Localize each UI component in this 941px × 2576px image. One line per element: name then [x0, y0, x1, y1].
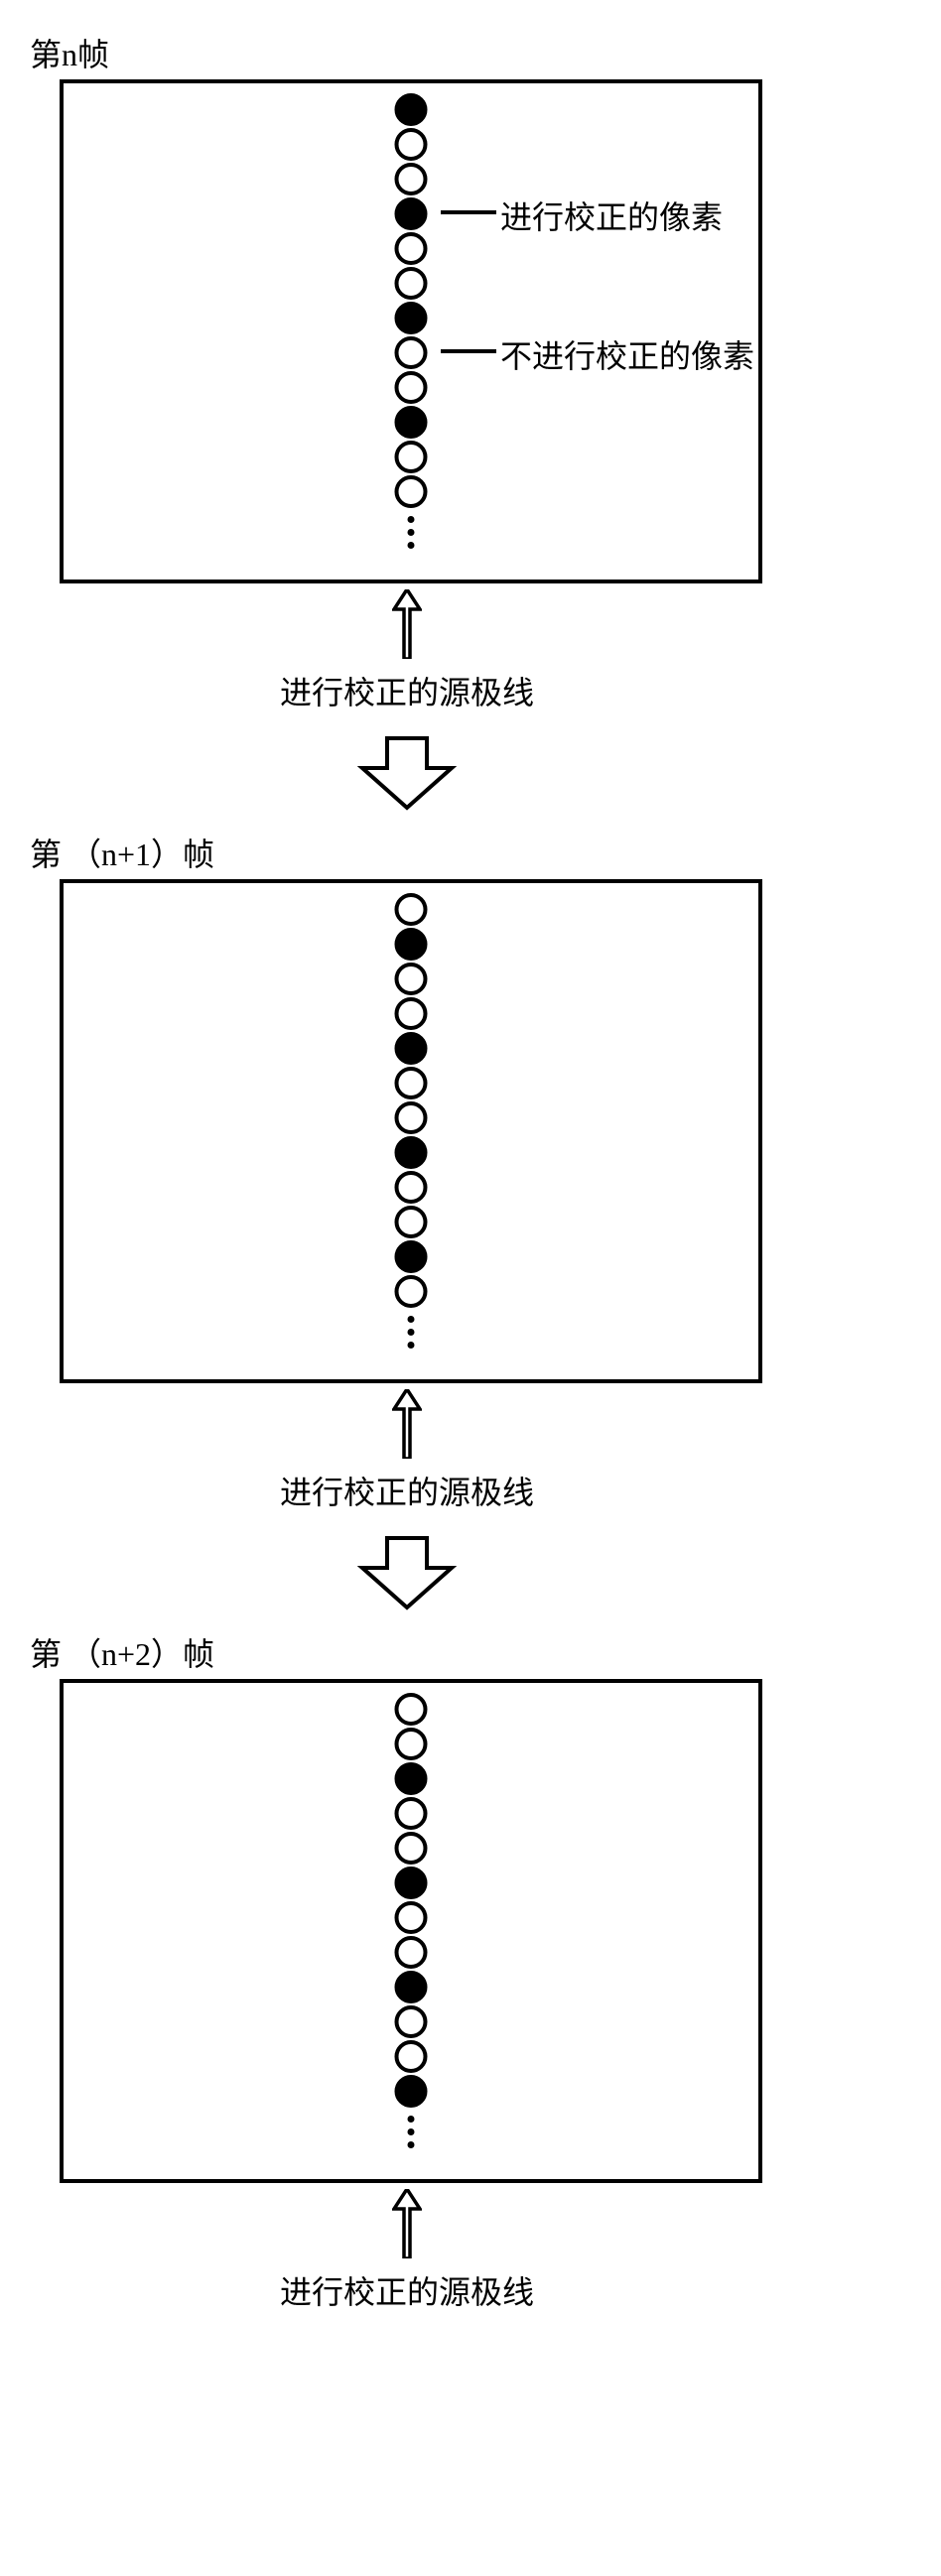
pixel-corrected: [395, 197, 428, 230]
pixel-uncorrected: [395, 163, 428, 195]
bottom-arrow-n1: 进行校正的源极线: [60, 1383, 754, 1513]
pixel-corrected: [395, 406, 428, 439]
label-corrected-pixel: 进行校正的像素: [500, 193, 723, 238]
bottom-arrow-n2: 进行校正的源极线: [60, 2183, 754, 2313]
pixel-column: [395, 893, 428, 1349]
pixel-uncorrected: [395, 2040, 428, 2073]
pixel-corrected: [395, 302, 428, 334]
pixel-corrected: [395, 1971, 428, 2003]
frame-n1-panel: [60, 879, 762, 1383]
frame-n-panel: 进行校正的像素 不进行校正的像素: [60, 79, 762, 583]
pixel-uncorrected: [395, 1275, 428, 1308]
ellipsis-dots: [408, 516, 415, 549]
frame-n2-title: 第 （n+2）帧: [30, 1629, 911, 1675]
down-arrow-1: [60, 733, 754, 818]
up-arrow-icon: [392, 1389, 422, 1459]
frame-n-block: 第n帧 进行校正的像素 不进行校正的像素 进行校正的源极线: [30, 30, 911, 713]
pixel-corrected: [395, 1762, 428, 1795]
pixel-column: [395, 93, 428, 549]
pixel-corrected: [395, 1136, 428, 1169]
down-arrow-2: [60, 1533, 754, 1617]
bottom-label-n2: 进行校正的源极线: [60, 2267, 754, 2313]
ellipsis-dots: [408, 2116, 415, 2148]
frame-n1-block: 第 （n+1）帧 进行校正的源极线: [30, 830, 911, 1513]
frame-n-title: 第n帧: [30, 30, 911, 75]
pixel-corrected: [395, 928, 428, 961]
pixel-corrected: [395, 1240, 428, 1273]
bottom-label-n: 进行校正的源极线: [60, 668, 754, 713]
pixel-uncorrected: [395, 371, 428, 404]
bottom-label-n1: 进行校正的源极线: [60, 1468, 754, 1513]
pixel-uncorrected: [395, 2005, 428, 2038]
pixel-uncorrected: [395, 1901, 428, 1934]
frame-n2-block: 第 （n+2）帧 进行校正的源极线: [30, 1629, 911, 2313]
pixel-uncorrected: [395, 1728, 428, 1760]
label-uncorrected-pixel: 不进行校正的像素: [500, 331, 754, 377]
pixel-uncorrected: [395, 997, 428, 1030]
pixel-uncorrected: [395, 1067, 428, 1099]
pixel-uncorrected: [395, 441, 428, 473]
pixel-uncorrected: [395, 1797, 428, 1830]
pixel-uncorrected: [395, 1206, 428, 1238]
pixel-uncorrected: [395, 1832, 428, 1865]
pixel-corrected: [395, 2075, 428, 2108]
pixel-uncorrected: [395, 1171, 428, 1204]
ellipsis-dots: [408, 1316, 415, 1349]
leader-uncorrected: [441, 349, 496, 353]
frame-n2-panel: [60, 1679, 762, 2183]
pixel-uncorrected: [395, 232, 428, 265]
pixel-column: [395, 1693, 428, 2148]
bottom-arrow-n: 进行校正的源极线: [60, 583, 754, 713]
up-arrow-icon: [392, 589, 422, 659]
leader-corrected: [441, 210, 496, 214]
pixel-uncorrected: [395, 963, 428, 995]
pixel-uncorrected: [395, 1101, 428, 1134]
pixel-uncorrected: [395, 1936, 428, 1969]
up-arrow-icon: [392, 2189, 422, 2258]
pixel-uncorrected: [395, 336, 428, 369]
pixel-uncorrected: [395, 1693, 428, 1726]
pixel-uncorrected: [395, 267, 428, 300]
pixel-uncorrected: [395, 128, 428, 161]
frame-n1-title: 第 （n+1）帧: [30, 830, 911, 875]
pixel-corrected: [395, 1867, 428, 1899]
pixel-uncorrected: [395, 893, 428, 926]
pixel-uncorrected: [395, 475, 428, 508]
pixel-corrected: [395, 93, 428, 126]
pixel-corrected: [395, 1032, 428, 1065]
